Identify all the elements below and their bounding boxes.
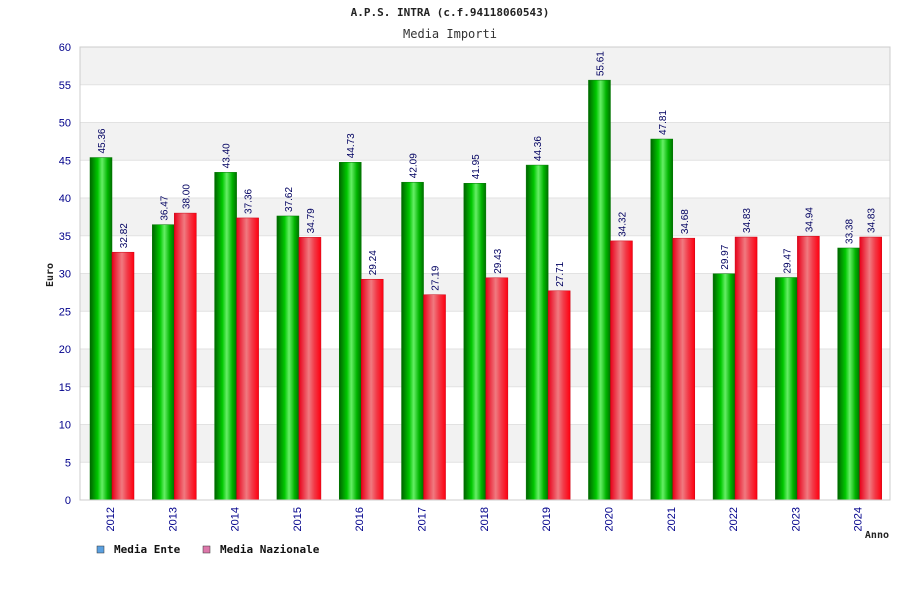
y-tick-label: 0: [65, 495, 71, 507]
y-tick-label: 30: [59, 269, 71, 281]
x-tick-label: 2012: [105, 507, 117, 531]
legend-swatch: [96, 545, 105, 554]
bar-media-ente-2020: [588, 79, 611, 501]
bar-media-nazionale-2013: [174, 212, 197, 501]
x-tick-label: 2022: [728, 507, 740, 531]
x-tick-label: 2020: [603, 507, 615, 531]
data-label: 34.79: [306, 208, 317, 233]
bar-media-ente-2019: [525, 164, 549, 501]
x-tick-label: 2014: [230, 507, 242, 531]
x-tick-label: 2019: [541, 507, 553, 531]
chart-title: A.P.S. INTRA (c.f.94118060543): [351, 6, 550, 19]
legend-item-media-ente: Media Ente: [96, 543, 181, 556]
legend-label: Media Ente: [114, 543, 181, 556]
data-label: 29.47: [782, 248, 793, 273]
data-label: 37.36: [244, 188, 255, 213]
y-axis-label: Euro: [45, 263, 56, 287]
y-tick-label: 20: [59, 344, 71, 356]
bar-media-nazionale-2024: [859, 236, 882, 501]
bar-media-nazionale-2012: [111, 251, 135, 501]
y-tick-label: 55: [59, 80, 71, 92]
bar-media-ente-2015: [276, 215, 300, 501]
data-labels: 45.36 32.82 36.47 38.00 43.40 37.36 37.62 34.79…: [97, 51, 878, 291]
y-tick-label: 25: [59, 306, 71, 318]
x-axis-label: Anno: [865, 530, 889, 541]
data-label: 27.19: [431, 265, 442, 290]
y-tick-label: 50: [59, 118, 71, 130]
data-label: 47.81: [658, 110, 669, 135]
bar-media-ente-2012: [89, 157, 113, 501]
legend-label: Media Nazionale: [220, 543, 320, 556]
data-label: 29.24: [368, 250, 379, 275]
data-label: 44.36: [533, 136, 544, 161]
data-label: 34.32: [617, 211, 628, 236]
data-label: 45.36: [97, 128, 108, 153]
y-tick-label: 60: [59, 42, 71, 54]
y-tick-label: 45: [59, 155, 71, 167]
bar-media-ente-2013: [152, 224, 175, 501]
bar-media-ente-2024: [837, 247, 860, 501]
bar-media-ente-2016: [338, 162, 362, 501]
y-axis-ticks: 0 5 10 15 20 25 30 35 40 45 50 55 60: [59, 42, 71, 507]
data-label: 33.38: [845, 219, 856, 244]
data-label: 55.61: [595, 51, 606, 76]
x-tick-label: 2023: [790, 507, 802, 531]
plot-frame: [79, 46, 891, 501]
bar-media-nazionale-2023: [797, 235, 820, 501]
x-tick-label: 2013: [167, 507, 179, 531]
y-tick-label: 35: [59, 231, 71, 243]
data-label: 42.09: [409, 153, 420, 178]
data-label: 34.83: [867, 208, 878, 233]
data-label: 29.43: [493, 248, 504, 273]
data-label: 38.00: [181, 184, 192, 209]
legend: Media Ente Media Nazionale: [96, 543, 320, 556]
chart-subtitle: Media Importi: [403, 27, 497, 41]
x-tick-label: 2024: [853, 507, 865, 531]
data-label: 43.40: [222, 143, 233, 168]
data-label: 34.94: [804, 207, 815, 232]
bar-media-nazionale-2016: [360, 278, 384, 501]
bar-media-ente-2022: [712, 273, 736, 501]
bar-media-nazionale-2014: [236, 217, 259, 501]
legend-item-media-nazionale: Media Nazionale: [202, 543, 320, 556]
bars: [89, 79, 882, 501]
bar-media-nazionale-2015: [298, 237, 322, 501]
y-tick-label: 40: [59, 193, 71, 205]
bar-media-nazionale-2017: [423, 294, 446, 501]
y-tick-label: 5: [65, 457, 71, 469]
x-tick-label: 2018: [479, 507, 491, 531]
bar-media-ente-2014: [214, 172, 237, 501]
legend-swatch: [202, 545, 211, 554]
y-tick-label: 15: [59, 382, 71, 394]
bar-media-nazionale-2020: [610, 240, 633, 501]
x-tick-label: 2015: [292, 507, 304, 531]
grid-band: [80, 122, 890, 161]
bar-media-ente-2018: [463, 183, 487, 501]
x-tick-label: 2021: [666, 507, 678, 531]
data-label: 36.47: [159, 195, 170, 220]
data-label: 32.82: [119, 223, 130, 248]
x-tick-label: 2017: [417, 507, 429, 531]
bar-media-nazionale-2018: [485, 277, 509, 501]
grid-band: [80, 47, 890, 85]
bar-media-nazionale-2022: [734, 236, 758, 501]
bar-media-ente-2017: [401, 181, 424, 501]
data-label: 27.71: [555, 261, 566, 286]
data-label: 37.62: [284, 187, 295, 212]
x-tick-label: 2016: [354, 507, 366, 531]
data-label: 44.73: [346, 133, 357, 158]
data-label: 34.68: [680, 209, 691, 234]
x-axis-ticks: 2012 2013 2014 2015 2016 2017 2018 2019 2020 2021…: [105, 507, 865, 531]
bar-media-nazionale-2021: [672, 237, 696, 501]
data-label: 41.95: [471, 154, 482, 179]
bar-media-nazionale-2019: [547, 290, 571, 501]
bar-media-ente-2023: [775, 277, 798, 501]
data-label: 29.97: [720, 244, 731, 269]
y-tick-label: 10: [59, 420, 71, 432]
bar-media-ente-2021: [650, 138, 674, 501]
data-label: 34.83: [742, 208, 753, 233]
